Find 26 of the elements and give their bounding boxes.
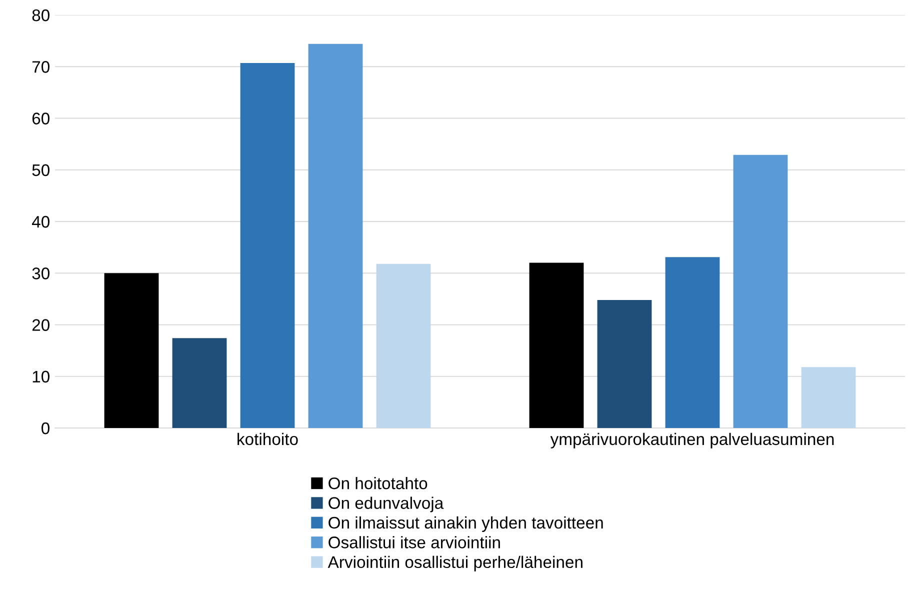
bar: [665, 257, 720, 428]
bar: [308, 44, 363, 428]
y-tick-label: 60: [32, 112, 50, 124]
y-tick-label: 50: [32, 164, 50, 176]
y-tick-label: 30: [32, 268, 50, 280]
bar: [529, 262, 584, 428]
y-tick-label: 20: [32, 319, 50, 331]
y-tick-label: 10: [32, 370, 50, 383]
x-tick-label: ympärivuorokautinen palveluasuminen: [550, 432, 834, 448]
legend-label: On edunvalvoja: [328, 496, 444, 512]
y-tick-label: 80: [32, 9, 50, 22]
bar: [801, 367, 856, 428]
x-tick-label: kotihoito: [238, 432, 298, 446]
y-tick-label: 0: [42, 422, 50, 434]
y-tick-label: 70: [32, 61, 50, 73]
bar: [240, 63, 295, 428]
bar: [376, 264, 431, 428]
legend-label: Osallistui itse arviointiin: [328, 536, 500, 548]
legend-label: On ilmaissut ainakin yhden tavoitteen: [328, 516, 603, 532]
bar: [733, 154, 788, 428]
y-tick-label: 40: [32, 216, 50, 228]
legend-label: On hoitotahto: [328, 477, 428, 490]
bar: [597, 300, 652, 428]
legend-label: Arviointiin osallistui perhe/läheinen: [328, 556, 582, 572]
bar: [104, 273, 159, 428]
bar: [172, 338, 227, 428]
